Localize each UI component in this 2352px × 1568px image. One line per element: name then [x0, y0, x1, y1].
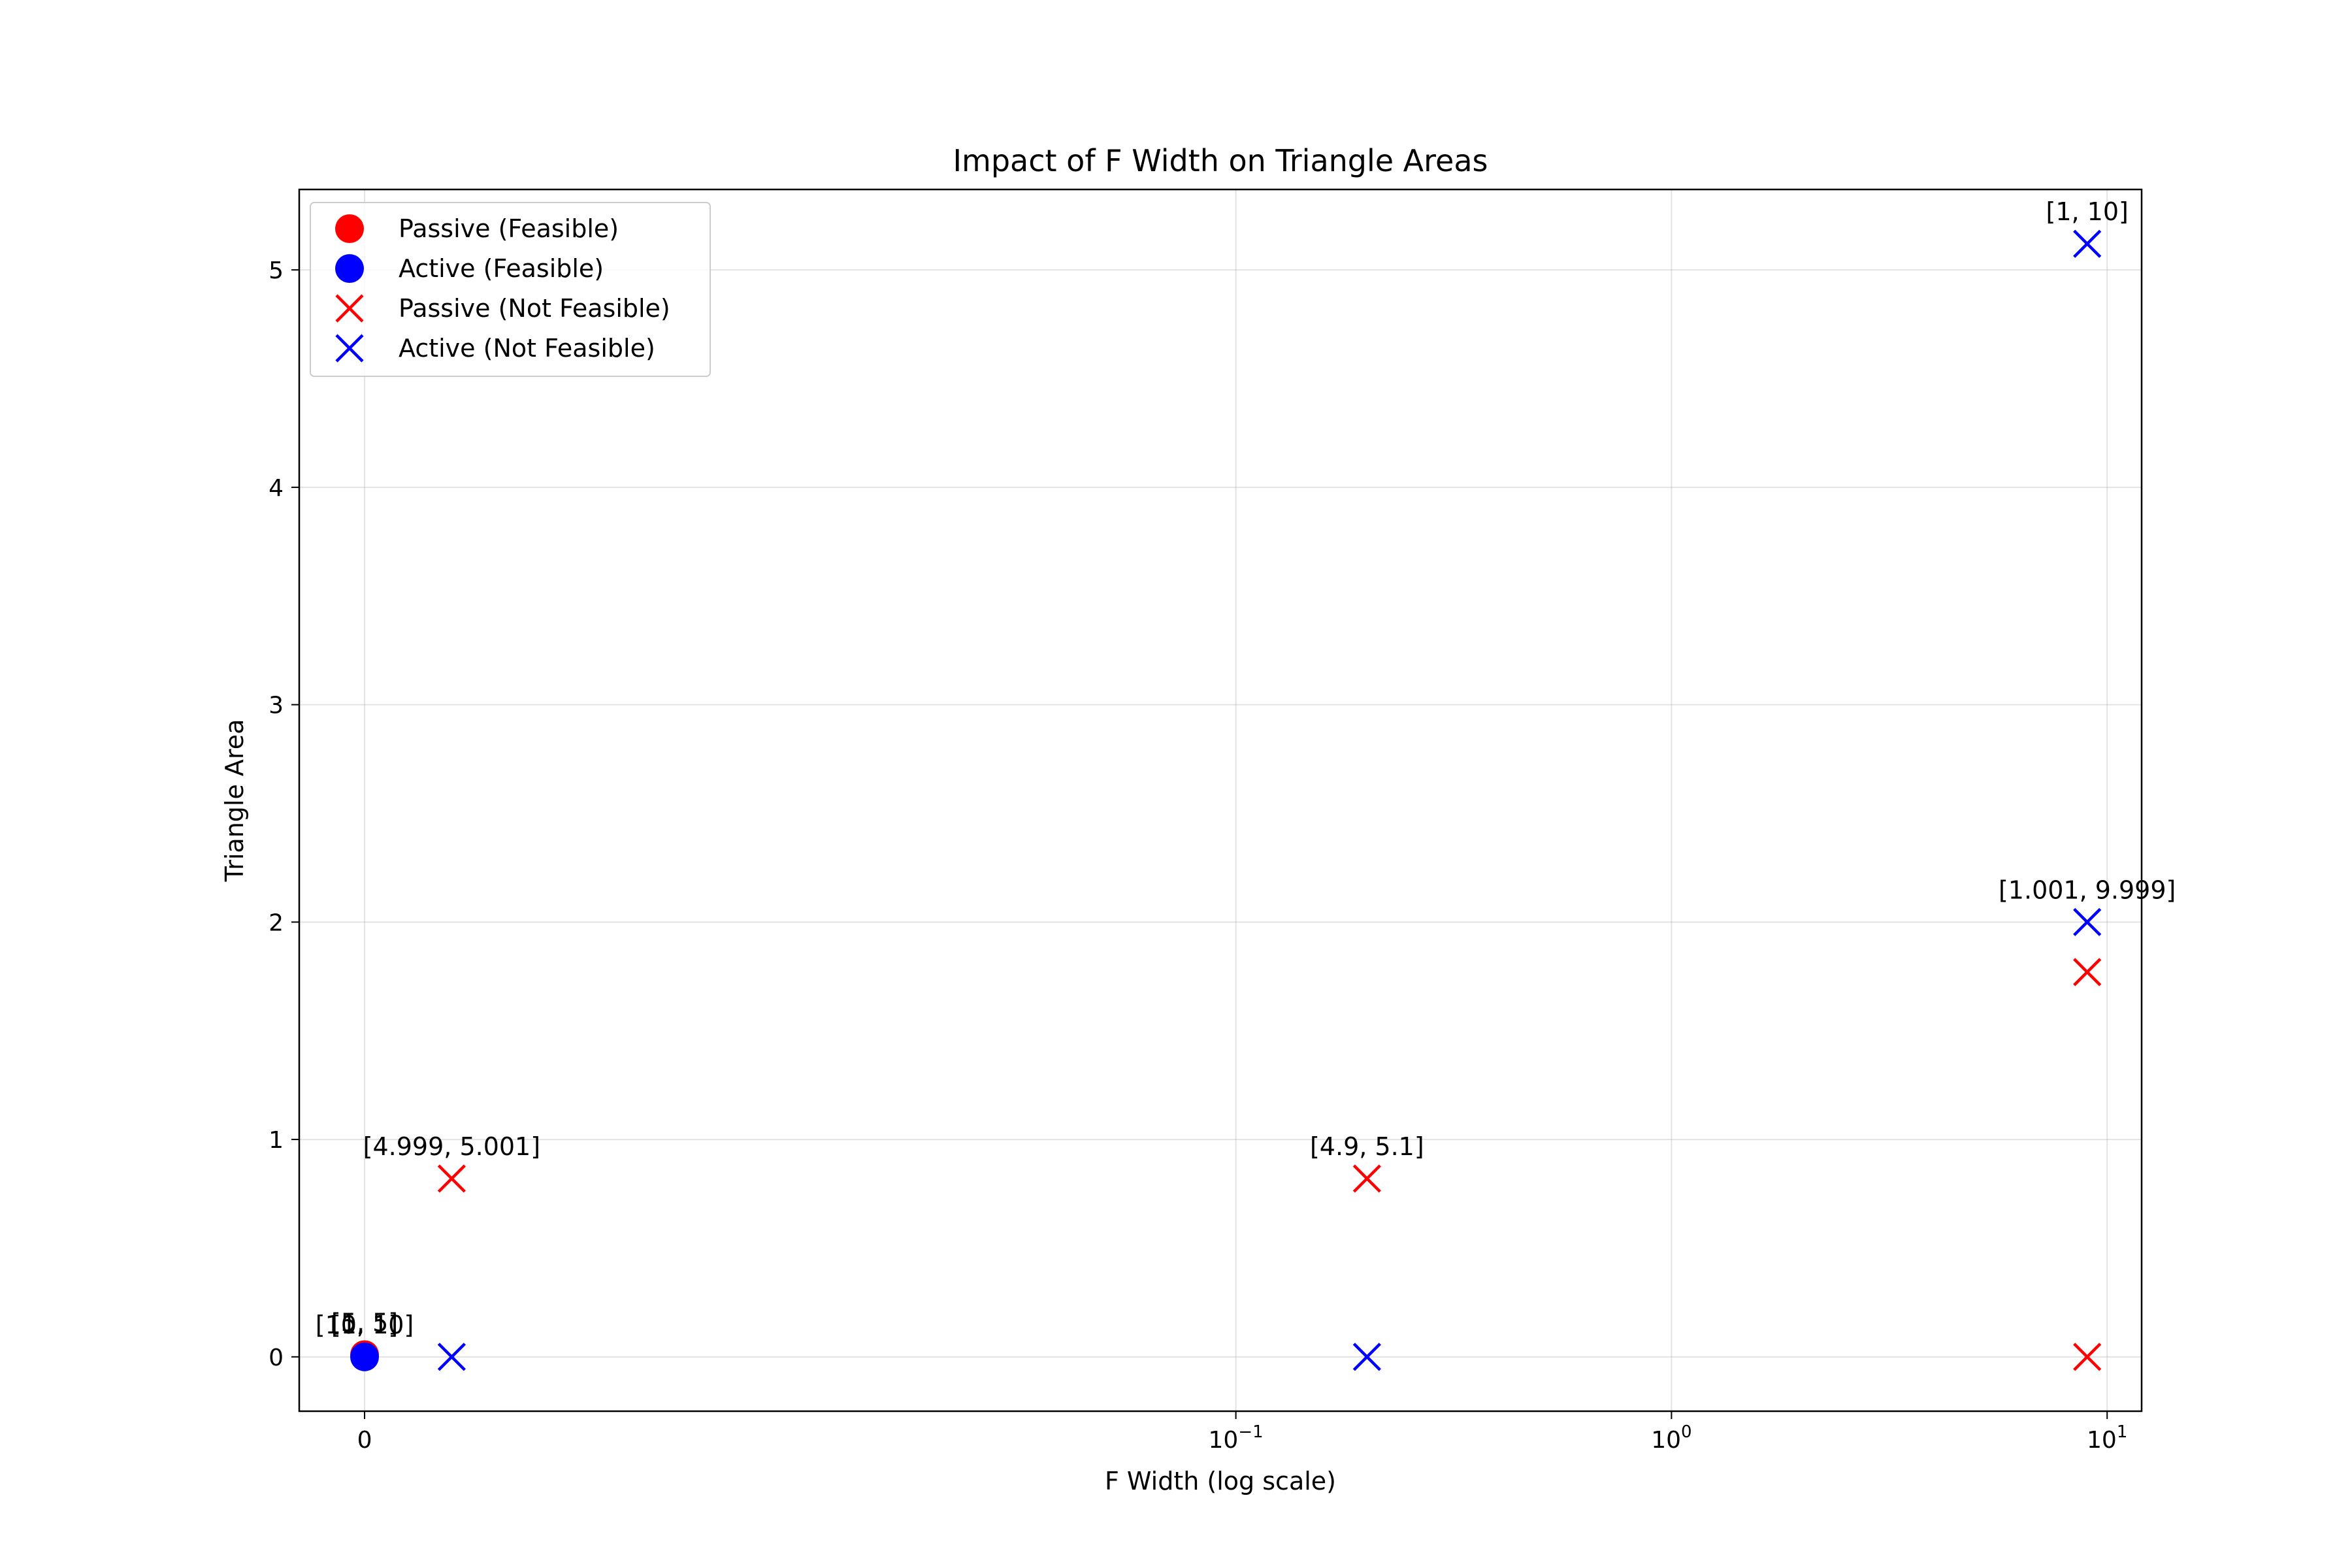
x-tick-exponent: 1 — [2117, 1422, 2128, 1442]
chart-title: Impact of F Width on Triangle Areas — [953, 143, 1488, 178]
x-tick-base: 10 — [1651, 1427, 1681, 1454]
y-tick-label: 3 — [269, 693, 284, 719]
scatter-x-mark — [437, 1343, 466, 1371]
legend: Passive (Feasible) Active (Feasible) Passi… — [310, 202, 711, 377]
grid-lines — [299, 189, 2142, 1411]
scatter-x-mark — [2073, 958, 2102, 987]
y-tick-label: 0 — [269, 1345, 284, 1371]
point-annotation: [4.9, 5.1] — [1310, 1132, 1424, 1161]
x-tick-label: 101 — [2087, 1422, 2127, 1454]
data-points — [350, 229, 2102, 1371]
x-tick-base: 0 — [357, 1427, 372, 1454]
scatter-point — [350, 1342, 380, 1371]
x-tick-exponent: 0 — [1681, 1422, 1692, 1442]
legend-marker — [335, 214, 364, 243]
x-tick-exponent: −1 — [1238, 1422, 1263, 1442]
legend-label: Passive (Feasible) — [399, 214, 619, 243]
point-annotation: [5, 5] — [331, 1308, 398, 1337]
scatter-x-mark — [1352, 1343, 1381, 1371]
legend-label: Active (Feasible) — [399, 254, 604, 283]
scatter-x-mark — [1352, 1164, 1381, 1193]
legend-box — [310, 202, 711, 377]
scatter-x-mark — [2073, 1343, 2102, 1371]
y-tick-label: 4 — [269, 475, 284, 502]
scatter-x-mark — [2073, 907, 2102, 936]
y-tick-label: 2 — [269, 909, 284, 936]
point-annotation: [1.001, 9.999] — [1999, 875, 2176, 904]
legend-label: Passive (Not Feasible) — [399, 294, 670, 323]
plot-frame — [298, 188, 2143, 1413]
point-annotations: [1, 10] [1.001, 9.999] [4.999, 5.001] [4.9,… — [316, 197, 2176, 1339]
x-tick-label: 100 — [1651, 1422, 1691, 1454]
legend-label: Active (Not Feasible) — [399, 334, 655, 363]
point-annotation: [4.999, 5.001] — [363, 1132, 540, 1161]
point-annotation: [10, 10] — [316, 1311, 414, 1339]
x-tick-base: 10 — [2087, 1427, 2117, 1454]
y-tick-label: 5 — [269, 257, 284, 284]
point-annotation: [1, 1] — [331, 1311, 398, 1339]
x-tick-label: 10−1 — [1209, 1422, 1264, 1454]
scatter-x-mark — [437, 1164, 466, 1193]
x-axis-label: F Width (log scale) — [1105, 1467, 1336, 1495]
x-tick-label: 0 — [357, 1427, 372, 1454]
point-annotation: [1, 10] — [2046, 197, 2129, 226]
legend-marker — [335, 334, 364, 363]
legend-marker — [335, 254, 364, 283]
scatter-x-mark — [2073, 229, 2102, 258]
x-tick-base: 10 — [1209, 1427, 1239, 1454]
y-axis-ticks: 0 1 2 3 4 5 — [269, 257, 299, 1371]
legend-marker — [335, 294, 364, 323]
x-axis-ticks: 0 10−1 100 101 — [357, 1411, 2127, 1454]
y-tick-label: 1 — [269, 1127, 284, 1154]
y-axis-label: Triangle Area — [220, 719, 249, 883]
